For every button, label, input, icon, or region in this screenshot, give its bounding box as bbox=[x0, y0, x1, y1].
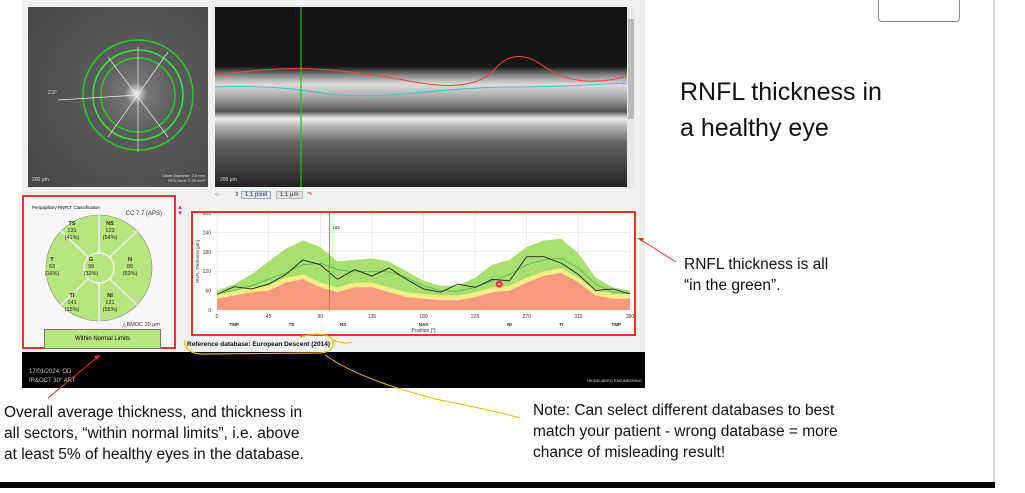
report-footer: 17/01/2024, OD IR&OCT 30° ART HEIDELBERG… bbox=[22, 352, 645, 388]
cursor-value: 162 bbox=[332, 225, 340, 230]
x-tick-label: 45 bbox=[266, 314, 272, 320]
oct-bscan-image: ILM RNFL 200 µm bbox=[215, 7, 635, 187]
y-tick-label: 240 bbox=[203, 230, 212, 236]
annotation-green: RNFL thickness is all “in the green”. bbox=[684, 256, 829, 294]
x-tick-label: 315 bbox=[574, 314, 583, 320]
heidelberg-logo: HEIDELBERG ENGINEERING bbox=[587, 378, 642, 383]
classification-result-badge: Within Normal Limits bbox=[44, 329, 161, 349]
x-tick-label: 90 bbox=[317, 314, 323, 320]
y-tick-label: 120 bbox=[203, 269, 212, 275]
normal-mean-line bbox=[216, 257, 631, 295]
outside-normal-band bbox=[217, 272, 630, 310]
sector-n: N 86 (53%) bbox=[122, 257, 138, 277]
sector-ns: NS 123 (54%) bbox=[102, 221, 118, 241]
fundus-image: 2.9° 200 µm Circle Diameter: 3.5 mm RPD A… bbox=[28, 7, 208, 187]
sector-ts: TS 131 (41%) bbox=[64, 221, 80, 241]
reference-database-label[interactable]: Reference database: European Descent (20… bbox=[187, 341, 331, 348]
oct-scrollbar[interactable] bbox=[627, 7, 635, 187]
sector-label: NI bbox=[507, 322, 512, 327]
sector-g: G 99 (32%) bbox=[83, 257, 99, 277]
y-tick-label: 60 bbox=[205, 289, 211, 295]
x-tick-label: 270 bbox=[523, 314, 532, 320]
sector-ti: TI 141 (15%) bbox=[64, 293, 80, 313]
patient-thickness-line bbox=[216, 256, 631, 295]
slide-title: RNFL thickness in a healthy eye bbox=[680, 78, 882, 142]
rnfl-classification-panel: Peripapillary RNFLT Classification CC 7.… bbox=[22, 195, 176, 349]
annotation-right: Note: Can select different databases to … bbox=[533, 402, 838, 461]
sector-label: TMP bbox=[611, 322, 621, 327]
scale-icon[interactable]: ⇕ bbox=[234, 192, 240, 198]
annotation-left: Overall average thickness, and thickness… bbox=[4, 404, 304, 463]
sector-ni: NI 121 (55%) bbox=[102, 293, 118, 313]
x-tick-label: 135 bbox=[368, 314, 377, 320]
sector-label: TS bbox=[289, 322, 295, 327]
reset-icon[interactable]: ↷ bbox=[307, 192, 313, 198]
sector-label: TI bbox=[559, 322, 563, 327]
rnfl-thickness-chart: 0 45 90 135 180 225 270 315 360 0 60 120 180 240 300 16… bbox=[191, 211, 636, 336]
y-tick-label: 300 bbox=[203, 213, 212, 217]
x-tick-label: 0 bbox=[216, 314, 219, 320]
chart-svg: 0 45 90 135 180 225 270 315 360 0 60 120 180 240 300 16… bbox=[195, 211, 634, 334]
sector-label: TMP bbox=[229, 322, 239, 327]
pixel-scale-button[interactable]: 1:1 pixel bbox=[241, 191, 272, 199]
x-tick-label: 180 bbox=[419, 314, 428, 320]
selected-point-center bbox=[498, 282, 501, 286]
segmentation-lines bbox=[215, 7, 625, 187]
x-axis-label: Position [°] bbox=[412, 328, 437, 334]
slide-right-edge bbox=[993, 0, 995, 482]
y-axis-label: RNFL Thickness [µm] bbox=[195, 240, 200, 283]
chart-side-arrows[interactable]: ▲ ▼ bbox=[177, 205, 183, 217]
hand-tool-icon[interactable]: ○ bbox=[215, 192, 219, 198]
view-toolbar: ○ ⇕ 1:1 pixel 1:1 µm ↷ bbox=[215, 191, 312, 199]
top-right-button[interactable] bbox=[878, 0, 960, 22]
micron-scale-button[interactable]: 1:1 µm bbox=[276, 191, 303, 199]
scan-circles bbox=[57, 39, 194, 152]
x-tick-label: 225 bbox=[471, 314, 480, 320]
sector-t: T 63 (16%) bbox=[44, 257, 60, 277]
sector-pie-chart bbox=[45, 214, 153, 322]
sector-label: NAS bbox=[419, 322, 429, 327]
y-tick-label: 180 bbox=[203, 250, 212, 256]
sector-label: NS bbox=[340, 322, 346, 327]
slide-bottom-bar bbox=[0, 482, 995, 488]
x-tick-label: 360 bbox=[626, 314, 634, 320]
y-tick-label: 0 bbox=[208, 308, 211, 314]
